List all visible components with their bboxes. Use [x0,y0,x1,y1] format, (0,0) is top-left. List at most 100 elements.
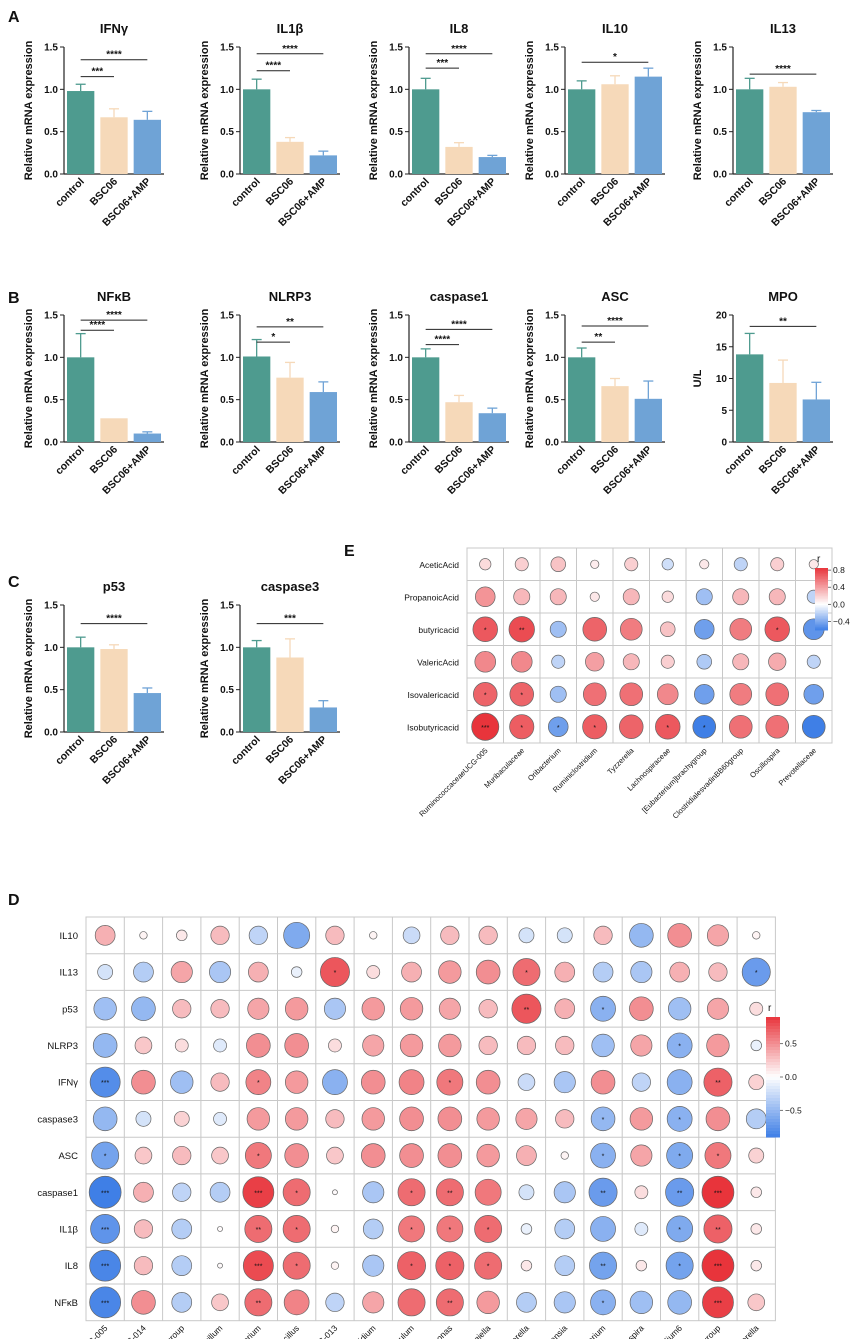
correlation-circle [244,1215,273,1243]
significance-star: * [295,1190,298,1197]
correlation-circle [366,965,381,979]
y-tick-label: 0.0 [220,728,234,739]
y-tick-label: 1.0 [220,643,234,654]
correlation-circle [590,995,616,1022]
significance-star: * [602,1007,605,1014]
correlation-circle [729,617,753,641]
column-label: RuminococcaceaeUCG-005 [417,746,489,818]
colorbar-step [766,1101,780,1105]
significance-star: * [703,725,706,732]
bar-bsc06-amp [309,155,337,174]
correlation-circle [211,1146,229,1165]
correlation-circle [554,961,576,983]
significance-label: **** [106,310,122,321]
x-tick-label: BSC06 [589,444,622,477]
correlation-circle [242,1250,274,1282]
correlation-circle [741,957,771,987]
correlation-circle [282,1178,311,1207]
y-tick-label: 0.0 [44,438,58,449]
significance-star: * [666,725,669,732]
correlation-circle [553,1181,576,1204]
y-tick-label: 0.5 [545,395,559,406]
column-label: Megamonas [414,1323,454,1339]
chart-title: IL8 [450,21,469,36]
column-label: Mucispirillum [183,1323,225,1339]
correlation-circle [705,1106,731,1132]
y-tick-label: 1.5 [44,43,58,54]
column-label: Oscillospira [608,1323,646,1339]
colorbar-tick-label: 0.4 [833,582,845,592]
significance-star: * [602,1300,605,1307]
panel-label-c: C [8,574,20,591]
correlation-circle [89,1286,122,1319]
significance-star: * [257,1154,260,1161]
correlation-circle [479,558,492,571]
y-axis-label: Relative mRNA expression [199,40,211,180]
correlation-circle [322,1069,348,1095]
correlation-circle [397,1288,426,1317]
y-tick-label: 0.5 [220,127,234,138]
colorbar-step [815,609,828,612]
colorbar-step [815,611,828,614]
row-label: ASC [58,1151,78,1162]
significance-star: * [678,1264,681,1271]
significance-star: * [410,1227,413,1234]
bar-control [412,357,440,442]
bar-chart-p53: p53 Relative mRNA expression 0.0 0.5 1.0 1.5 c… [23,579,164,787]
correlation-circle [475,1069,501,1095]
heatmap-panel-e: AceticAcid PropanoicAcid butyricacid Valeri… [404,547,850,821]
significance-label: **** [282,44,298,55]
y-axis-label: Relative mRNA expression [23,40,35,180]
bar-bsc06 [769,86,797,174]
correlation-circle [520,1259,533,1272]
row-label: butyricacid [418,625,459,635]
colorbar-step [815,574,828,577]
correlation-circle [516,1035,537,1056]
colorbar-step [815,571,828,574]
correlation-circle [478,925,498,945]
bar-bsc06-amp [802,399,830,442]
correlation-circle [282,1215,311,1243]
colorbar-step [766,1089,780,1093]
correlation-circle [244,1142,272,1169]
x-tick-label: BSC06 [264,444,297,477]
significance-star: ** [256,1227,262,1234]
colorbar-step [815,569,828,572]
correlation-circle [440,925,460,945]
significance-star: * [487,1227,490,1234]
correlation-circle [629,923,654,948]
colorbar-step [766,1029,780,1033]
correlation-circle [634,1185,649,1200]
correlation-circle [667,997,692,1021]
correlation-circle [666,1142,694,1169]
significance-label: * [613,52,617,63]
bar-bsc06-amp [133,693,161,732]
colorbar-step [815,577,828,580]
x-tick-label: BSC06 [433,444,466,477]
correlation-circle [694,619,715,640]
colorbar-step [815,600,828,603]
colorbar-step [815,583,828,586]
column-label: [Eubacterium]brachygroup [640,746,709,815]
colorbar-step [766,1125,780,1129]
correlation-circle [622,653,640,671]
correlation-circle [360,1143,386,1168]
correlation-circle [749,1001,764,1016]
correlation-circle [588,1177,618,1207]
significance-star: ** [677,1190,683,1197]
correlation-circle [665,1251,694,1280]
chart-title: NFκB [97,289,131,304]
y-tick-label: 0.0 [220,438,234,449]
correlation-circle [582,682,607,707]
y-axis-label: Relative mRNA expression [199,308,211,448]
correlation-circle [139,931,148,940]
correlation-circle [765,714,790,739]
row-label: NLRP3 [47,1041,78,1052]
bar-bsc06-amp [478,413,506,442]
correlation-circle [172,1145,192,1166]
correlation-circle [476,1107,500,1131]
correlation-circle [474,1178,502,1206]
correlation-circle [282,1251,311,1280]
correlation-circle [290,966,303,978]
correlation-circle [397,1178,426,1207]
